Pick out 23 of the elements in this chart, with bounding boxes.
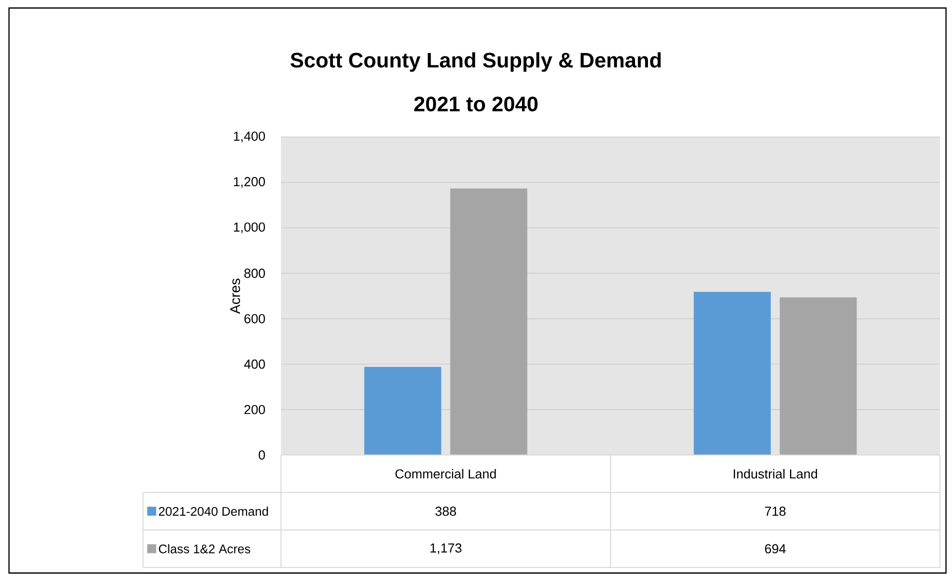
y-tick-label: 200 — [244, 404, 265, 414]
bar — [694, 292, 771, 455]
legend-label: 2021-2040 Demand — [158, 506, 268, 516]
y-axis-title: Acres — [230, 278, 240, 314]
data-label: 694 — [765, 544, 786, 554]
chart-subtitle: 2021 to 2040 — [414, 96, 538, 112]
x-tick-label: Industrial Land — [734, 468, 818, 479]
x-tick-label: Commercial Land — [395, 468, 496, 479]
data-label: 388 — [435, 506, 456, 516]
data-label: 1,173 — [430, 543, 462, 554]
chart-title: Scott County Land Supply & Demand — [290, 52, 661, 72]
y-tick-label: 1,000 — [234, 222, 265, 234]
bar — [780, 297, 857, 455]
legend-label: Class 1&2 Acres — [158, 544, 250, 554]
y-tick-label: 0 — [258, 450, 265, 460]
y-tick-label: 1,200 — [234, 177, 265, 188]
bar — [450, 188, 528, 455]
bar — [364, 366, 442, 455]
y-tick-label: 800 — [244, 268, 265, 278]
y-tick-label: 400 — [244, 360, 265, 369]
data-label: 718 — [765, 506, 786, 516]
y-tick-label: 1,400 — [234, 132, 265, 142]
y-tick-label: 600 — [244, 314, 265, 324]
